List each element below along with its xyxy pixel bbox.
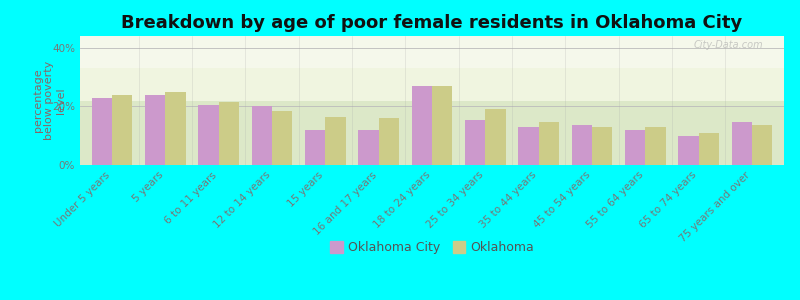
Bar bbox=[732, 122, 752, 165]
Bar bbox=[92, 98, 112, 165]
Bar bbox=[592, 127, 612, 165]
Bar bbox=[198, 105, 218, 165]
Bar bbox=[252, 106, 272, 165]
Bar bbox=[272, 111, 292, 165]
Bar bbox=[305, 130, 326, 165]
Bar bbox=[432, 86, 452, 165]
Bar bbox=[112, 94, 132, 165]
Bar bbox=[465, 120, 486, 165]
Text: City-Data.com: City-Data.com bbox=[694, 40, 763, 50]
Bar bbox=[625, 130, 646, 165]
Bar bbox=[326, 117, 346, 165]
Legend: Oklahoma City, Oklahoma: Oklahoma City, Oklahoma bbox=[326, 236, 538, 260]
Title: Breakdown by age of poor female residents in Oklahoma City: Breakdown by age of poor female resident… bbox=[122, 14, 742, 32]
Bar bbox=[80, 36, 784, 101]
Bar bbox=[80, 36, 784, 68]
Bar bbox=[378, 118, 399, 165]
Y-axis label: percentage
below poverty
level: percentage below poverty level bbox=[33, 61, 66, 140]
Bar bbox=[752, 125, 772, 165]
Bar bbox=[166, 92, 186, 165]
Bar bbox=[358, 130, 378, 165]
Bar bbox=[412, 86, 432, 165]
Bar bbox=[646, 127, 666, 165]
Bar bbox=[678, 136, 698, 165]
Bar bbox=[538, 122, 559, 165]
Bar bbox=[80, 100, 784, 165]
Bar bbox=[572, 125, 592, 165]
Bar bbox=[518, 127, 538, 165]
Bar bbox=[145, 94, 166, 165]
Bar bbox=[218, 102, 239, 165]
Bar bbox=[486, 109, 506, 165]
Bar bbox=[698, 133, 719, 165]
